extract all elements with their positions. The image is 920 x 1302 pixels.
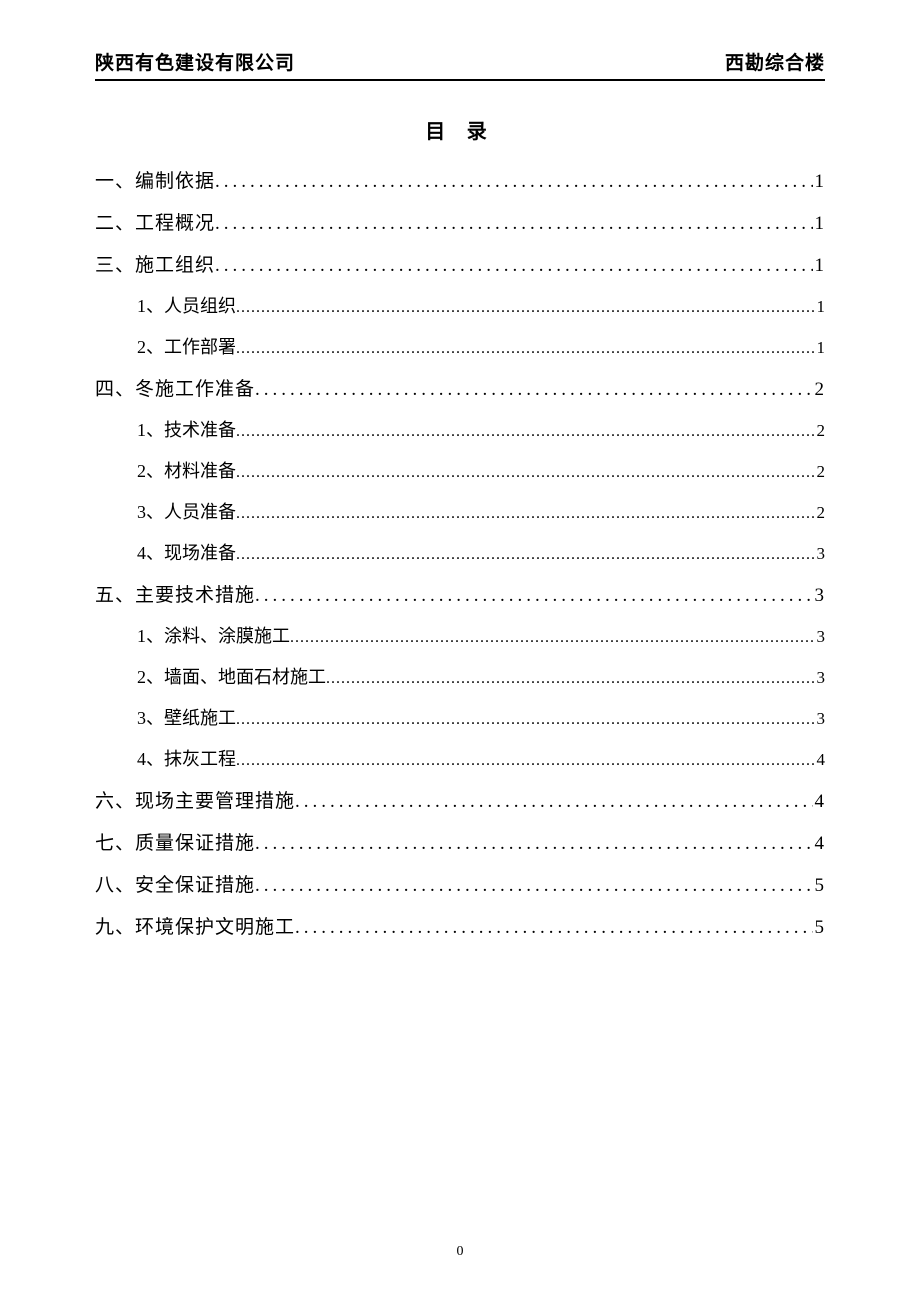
toc-leader	[295, 917, 812, 939]
toc-leader	[215, 255, 812, 277]
toc-entry-label: 3、人员准备	[137, 498, 236, 524]
toc-entry-label: 4、抹灰工程	[137, 745, 236, 771]
toc-leader	[290, 629, 815, 647]
toc-entry: 2、材料准备 2	[95, 457, 825, 483]
toc-leader	[236, 752, 815, 770]
toc-entry: 1、技术准备 2	[95, 416, 825, 442]
toc-entry-label: 1、涂料、涂膜施工	[137, 622, 290, 648]
toc-leader	[215, 213, 812, 235]
toc-entry-label: 2、材料准备	[137, 457, 236, 483]
toc-entry-page: 5	[813, 875, 826, 897]
toc-entry-label: 2、墙面、地面石材施工	[137, 663, 326, 689]
toc-entry-page: 4	[813, 791, 826, 813]
toc-entry-page: 1	[813, 213, 826, 235]
page-header: 陕西有色建设有限公司 西勘综合楼	[95, 48, 825, 81]
toc-entry-page: 3	[815, 544, 826, 564]
toc-entry: 一、编制依据 1	[95, 166, 825, 193]
toc-entry-page: 1	[813, 255, 826, 277]
toc-entry-label: 四、冬施工作准备	[95, 374, 255, 401]
toc-leader	[255, 585, 812, 607]
toc-entry-page: 1	[813, 171, 826, 193]
header-project: 西勘综合楼	[725, 48, 825, 75]
toc-entry-label: 2、工作部署	[137, 333, 236, 359]
toc-leader	[326, 670, 815, 688]
toc-leader	[255, 833, 812, 855]
toc-leader	[236, 505, 815, 523]
toc-entry-page: 2	[815, 462, 826, 482]
toc-entry-label: 九、环境保护文明施工	[95, 912, 295, 939]
toc-entry-page: 2	[813, 379, 826, 401]
toc-entry: 四、冬施工作准备 2	[95, 374, 825, 401]
page-number: 0	[0, 1244, 920, 1260]
toc-leader	[255, 379, 812, 401]
toc-entry-page: 4	[813, 833, 826, 855]
toc-entry: 1、涂料、涂膜施工 3	[95, 622, 825, 648]
toc-entry: 4、抹灰工程 4	[95, 745, 825, 771]
toc-entry-label: 八、安全保证措施	[95, 870, 255, 897]
toc-leader	[236, 711, 815, 729]
toc-entry-page: 4	[815, 750, 826, 770]
toc-entry-page: 2	[815, 421, 826, 441]
toc-leader	[215, 171, 812, 193]
toc-leader	[255, 875, 812, 897]
toc-entry-page: 1	[815, 297, 826, 317]
toc-entry-page: 1	[815, 338, 826, 358]
document-page: 陕西有色建设有限公司 西勘综合楼 目 录 一、编制依据1二、工程概况1三、施工组…	[0, 0, 920, 1302]
toc-entry: 1、人员组织 1	[95, 292, 825, 318]
toc-entry-label: 五、主要技术措施	[95, 580, 255, 607]
toc-entry-page: 3	[813, 585, 826, 607]
toc-leader	[236, 340, 815, 358]
toc-entry-label: 3、壁纸施工	[137, 704, 236, 730]
toc-entry-page: 2	[815, 503, 826, 523]
toc-leader	[236, 423, 815, 441]
toc-list: 一、编制依据 1 二、工程概况 1 三、施工组织 1 1、人员组织 1 2、工作部署 1 四、冬施工…	[95, 166, 825, 939]
toc-entry-label: 1、人员组织	[137, 292, 236, 318]
toc-entry-label: 六、现场主要管理措施	[95, 786, 295, 813]
toc-entry-label: 一、编制依据	[95, 166, 215, 193]
toc-entry-label: 三、施工组织	[95, 250, 215, 277]
toc-entry: 2、工作部署 1	[95, 333, 825, 359]
toc-leader	[236, 464, 815, 482]
toc-entry: 五、主要技术措施 3	[95, 580, 825, 607]
toc-entry-label: 4、现场准备	[137, 539, 236, 565]
toc-entry-page: 5	[813, 917, 826, 939]
header-company: 陕西有色建设有限公司	[95, 48, 295, 75]
toc-entry-page: 3	[815, 668, 826, 688]
toc-entry-page: 3	[815, 627, 826, 647]
toc-entry: 九、环境保护文明施工 5	[95, 912, 825, 939]
toc-entry: 七、质量保证措施 4	[95, 828, 825, 855]
toc-entry: 2、墙面、地面石材施工 3	[95, 663, 825, 689]
toc-entry-label: 二、工程概况	[95, 208, 215, 235]
toc-entry: 3、壁纸施工 3	[95, 704, 825, 730]
toc-entry-page: 3	[815, 709, 826, 729]
toc-entry: 3、人员准备 2	[95, 498, 825, 524]
toc-entry: 二、工程概况 1	[95, 208, 825, 235]
toc-entry: 六、现场主要管理措施 4	[95, 786, 825, 813]
toc-entry: 4、现场准备 3	[95, 539, 825, 565]
toc-entry-label: 1、技术准备	[137, 416, 236, 442]
toc-leader	[236, 299, 815, 317]
toc-leader	[295, 791, 812, 813]
toc-title: 目 录	[95, 115, 825, 144]
toc-entry-label: 七、质量保证措施	[95, 828, 255, 855]
toc-entry: 三、施工组织 1	[95, 250, 825, 277]
toc-entry: 八、安全保证措施 5	[95, 870, 825, 897]
toc-leader	[236, 546, 815, 564]
